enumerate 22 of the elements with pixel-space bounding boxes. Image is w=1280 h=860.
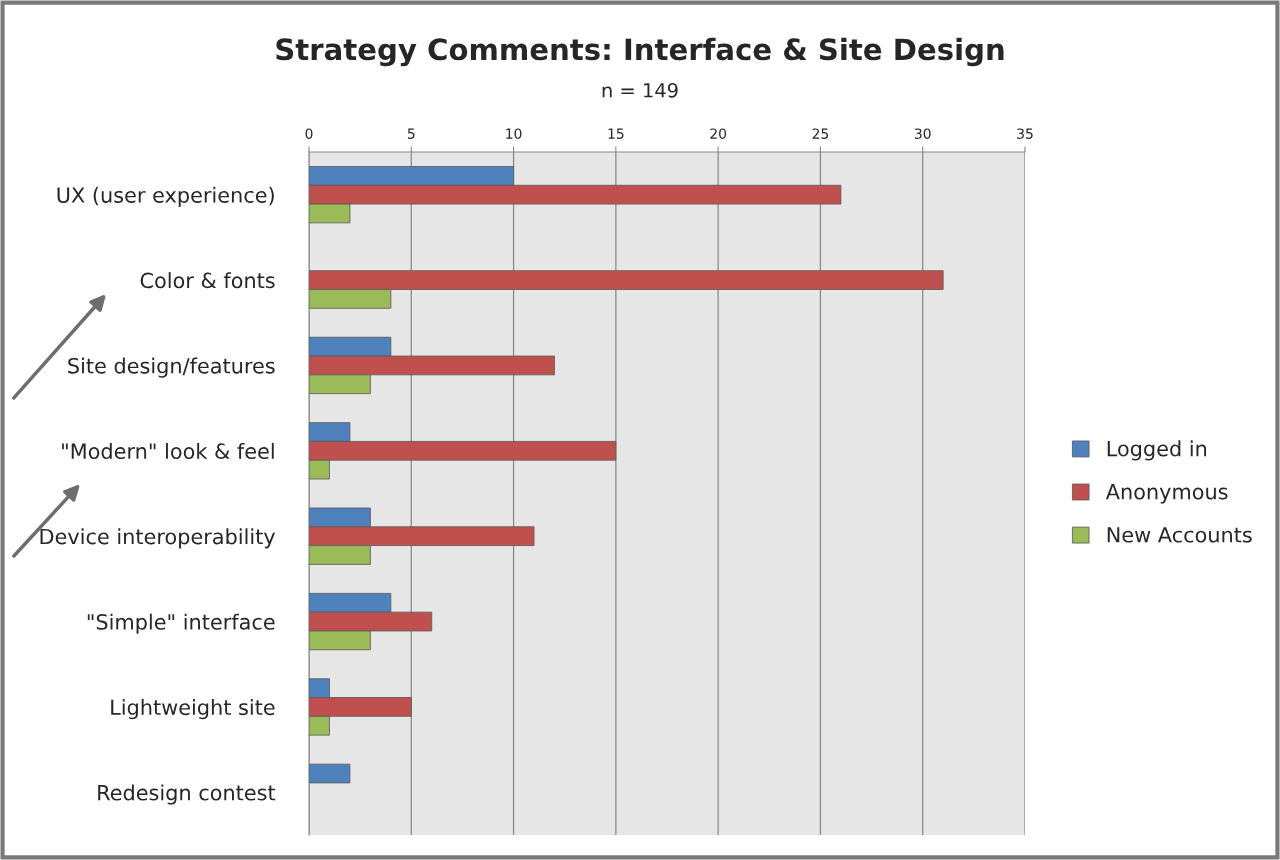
- y-tick-label: UX (user experience): [57, 186, 274, 207]
- y-tick-label: Site design/features: [68, 357, 275, 378]
- legend-label: New Accounts: [1107, 527, 1252, 543]
- x-tick-label: 30: [914, 128, 931, 139]
- chart-title: Strategy Comments: Interface & Site Design: [276, 37, 1004, 67]
- y-tick-label: Lightweight site: [111, 699, 275, 720]
- bar: [309, 763, 351, 784]
- x-tick-label: 15: [608, 128, 624, 139]
- x-tick-label: 5: [407, 128, 415, 139]
- y-tick-label: Redesign contest: [98, 784, 276, 805]
- x-tick-label: 10: [506, 128, 522, 139]
- legend-label: Anonymous: [1105, 484, 1228, 504]
- y-tick-label: "Modern" look & feel: [62, 442, 274, 460]
- y-tick-label: Color & fonts: [140, 272, 275, 289]
- legend-label: Logged in: [1107, 440, 1207, 461]
- x-tick-label: 35: [1017, 128, 1033, 139]
- chart-subtitle: n = 149: [602, 82, 678, 98]
- y-tick-label: Device interoperability: [40, 528, 276, 549]
- x-tick-label: 25: [812, 128, 829, 139]
- x-tick-label: 20: [710, 128, 727, 139]
- x-tick-label: 0: [305, 128, 313, 139]
- y-tick-label: "Simple" interface: [87, 613, 275, 634]
